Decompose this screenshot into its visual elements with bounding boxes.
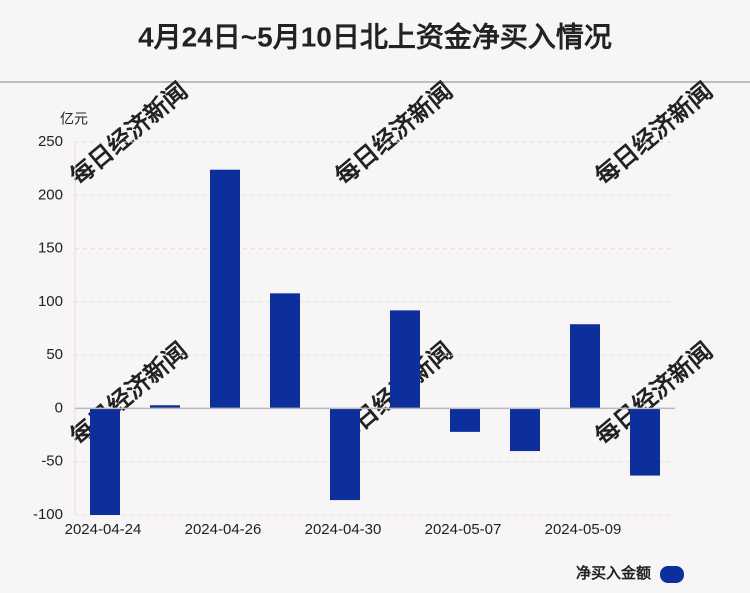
bar bbox=[270, 293, 300, 409]
bar bbox=[630, 408, 660, 476]
y-tick-label: 150 bbox=[38, 240, 63, 257]
y-tick-label: 250 bbox=[38, 133, 63, 150]
bar bbox=[90, 408, 120, 515]
x-tick-label: 2024-05-07 bbox=[425, 521, 502, 538]
y-unit: 亿元 bbox=[60, 111, 88, 127]
bar bbox=[570, 324, 600, 409]
legend-label: 净买入金额 bbox=[576, 564, 651, 582]
bar bbox=[210, 169, 240, 409]
y-tick-label: -100 bbox=[33, 506, 63, 523]
y-tick-label: 100 bbox=[38, 293, 63, 310]
bar bbox=[330, 408, 360, 501]
bar bbox=[150, 405, 180, 409]
x-tick-label: 2024-04-24 bbox=[65, 521, 142, 538]
x-tick-label: 2024-05-09 bbox=[545, 521, 622, 538]
y-tick-label: 0 bbox=[55, 399, 63, 416]
x-tick-label: 2024-04-26 bbox=[185, 521, 262, 538]
legend-swatch bbox=[660, 566, 684, 583]
bar bbox=[390, 310, 420, 409]
x-tick-label: 2024-04-30 bbox=[305, 521, 382, 538]
y-tick-label: -50 bbox=[41, 453, 63, 470]
y-tick-label: 50 bbox=[46, 346, 63, 363]
bar bbox=[450, 408, 480, 432]
y-tick-label: 200 bbox=[38, 186, 63, 203]
chart-title: 4月24日~5月10日北上资金净买入情况 bbox=[138, 20, 612, 52]
bar bbox=[510, 408, 540, 452]
